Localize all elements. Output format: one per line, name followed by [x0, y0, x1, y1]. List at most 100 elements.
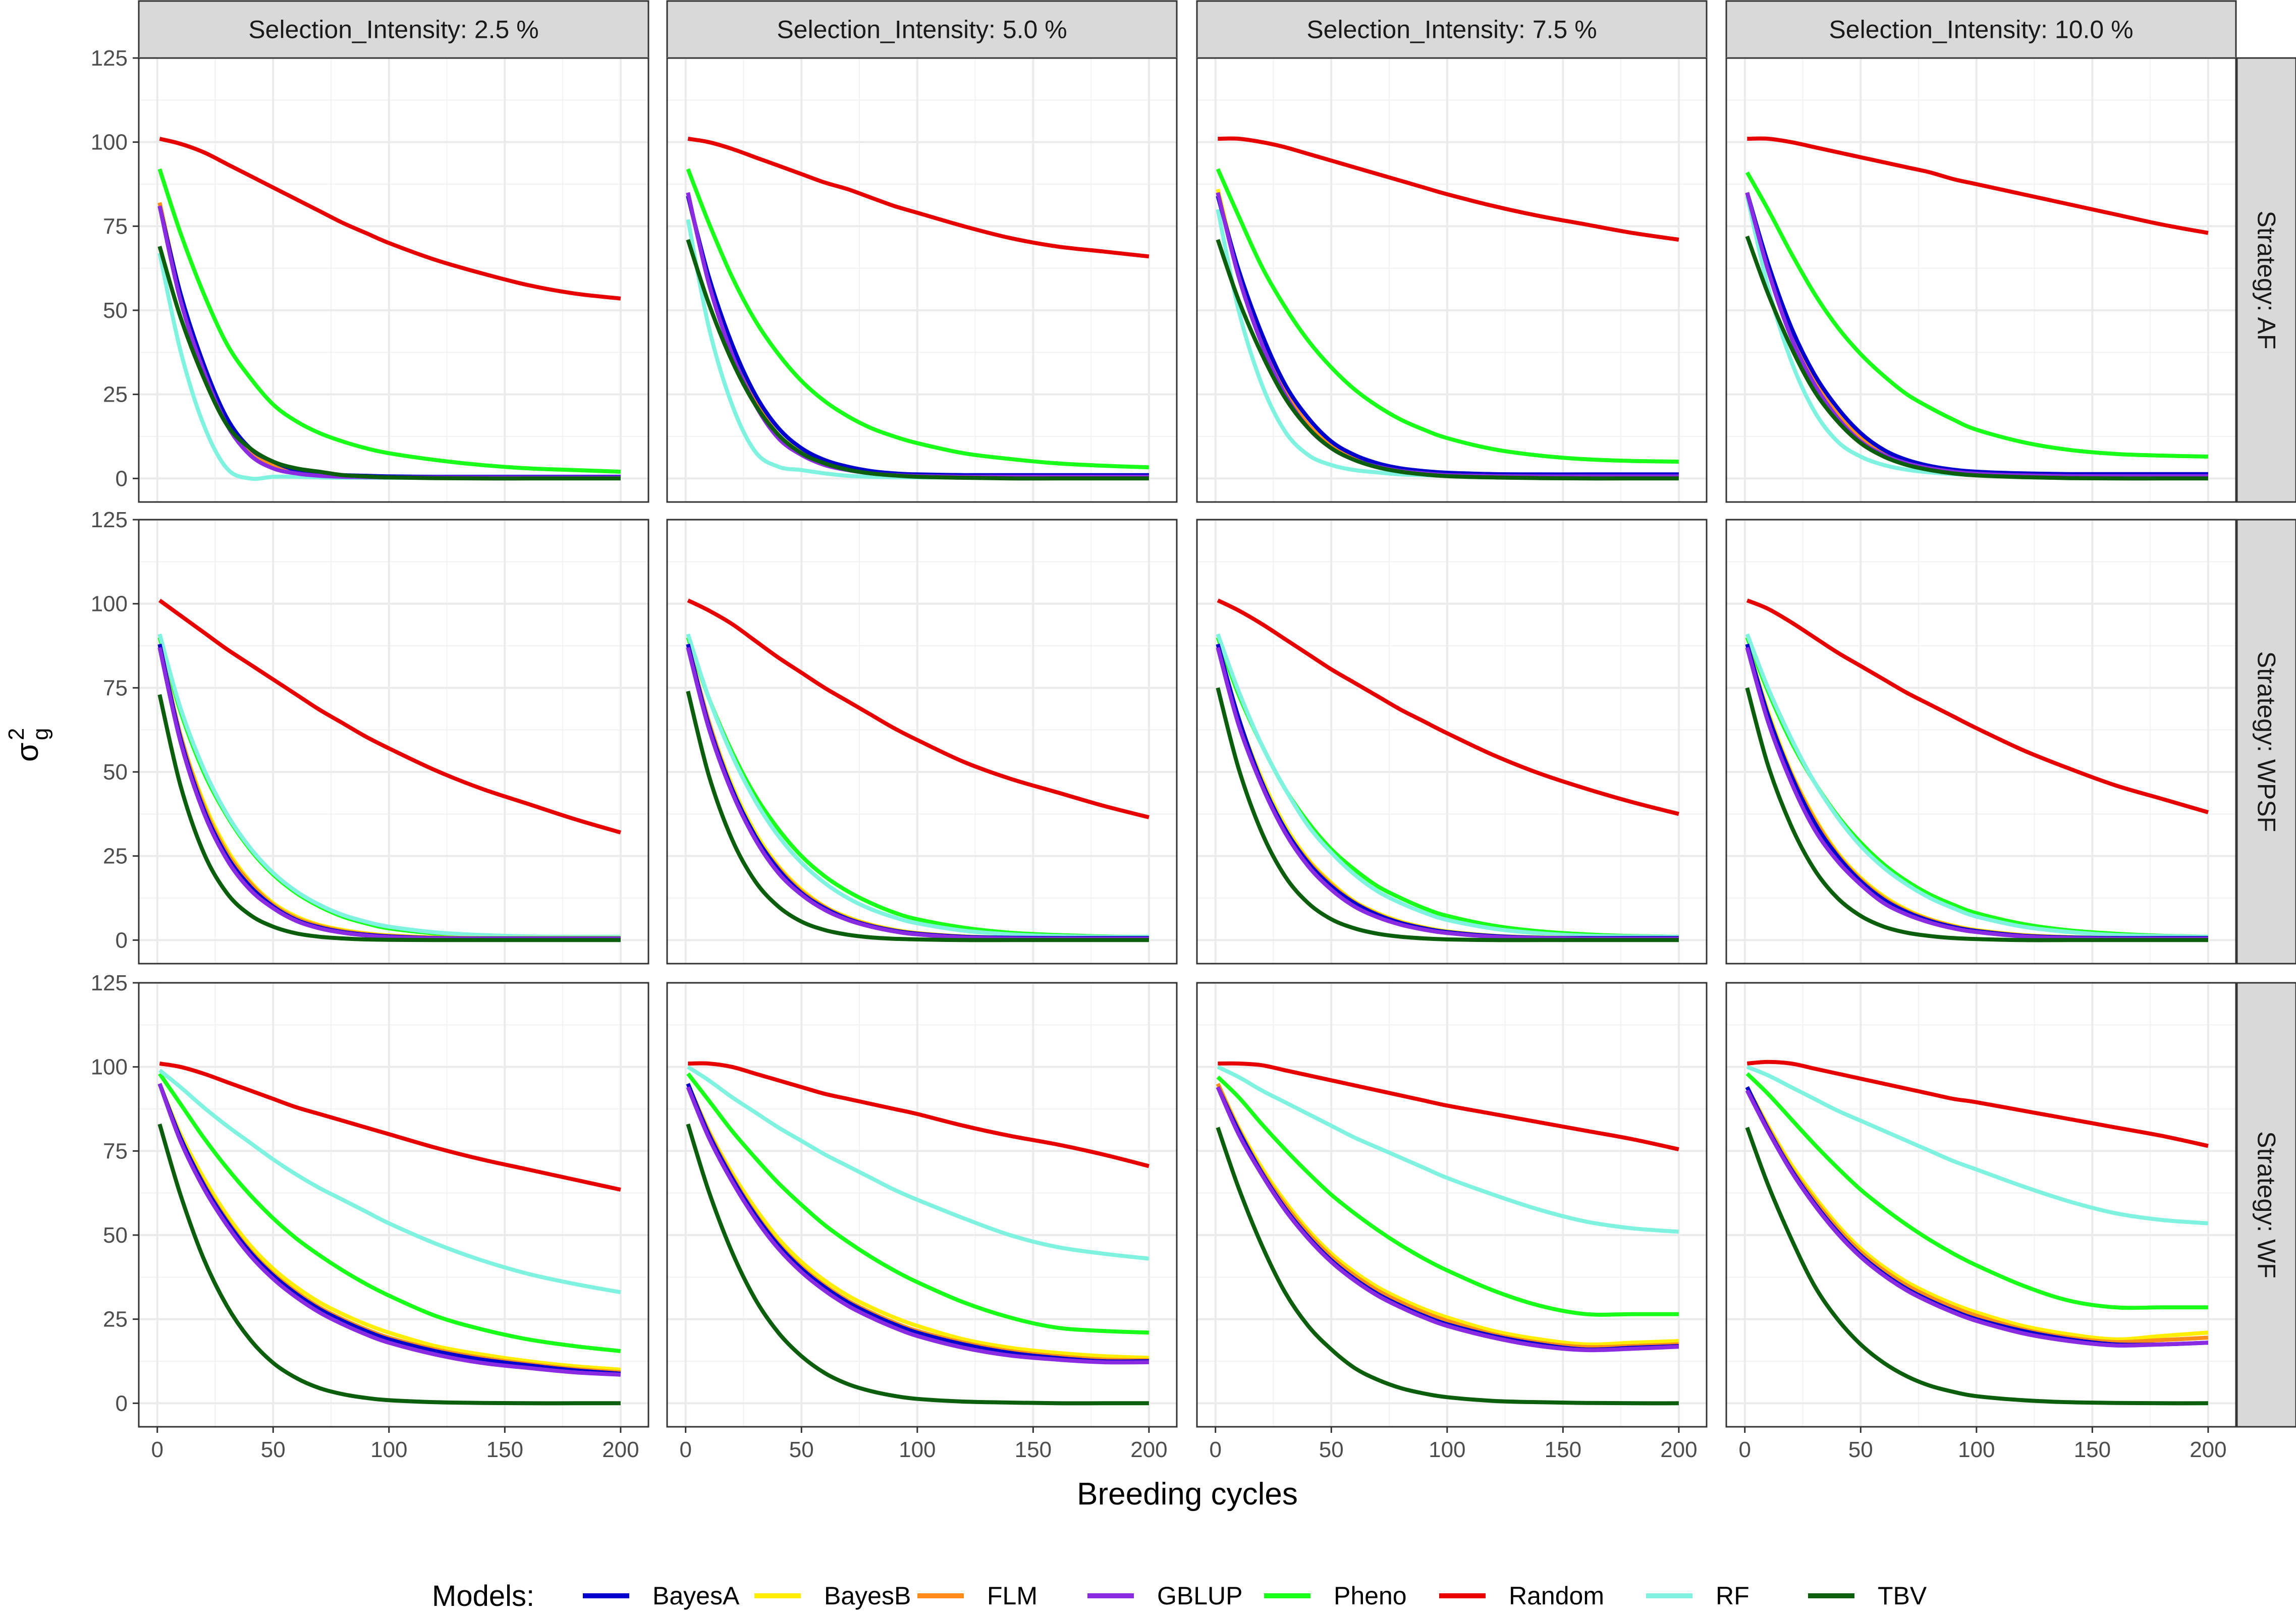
- panel-strategy-af-selection-intensity-7-5: [1196, 57, 1708, 503]
- row-strips: Strategy: AF Strategy: WPSF Strategy: WF: [2236, 57, 2296, 1428]
- legend-label-tbv: TBV: [1878, 1582, 1927, 1610]
- column-strip-background: [666, 0, 1178, 59]
- column-strip-background: [138, 0, 649, 59]
- column-strip-2: Selection_Intensity: 5.0 %: [666, 0, 1178, 59]
- legend-label-pheno: Pheno: [1334, 1582, 1407, 1610]
- series-line-tbv: [1216, 687, 1679, 942]
- column-strip-label: Selection_Intensity: 5.0 %: [777, 16, 1067, 44]
- series-line-pheno: [157, 168, 621, 474]
- series-lines: [686, 1061, 1150, 1406]
- y-tick-label: 125: [91, 508, 128, 532]
- row-strip-background: [2236, 519, 2296, 965]
- y-tick-label: 75: [103, 214, 128, 239]
- panel-strategy-wpsf-selection-intensity-2-5: 0 25 50 75 100 125: [91, 508, 649, 965]
- y-tick-label: 0: [116, 1391, 128, 1416]
- series-lines: [1216, 598, 1679, 942]
- series-line-tbv: [686, 239, 1149, 481]
- x-tick-label: 50: [1848, 1437, 1873, 1462]
- x-axis: 0 50 100 150 200: [1738, 1427, 2227, 1462]
- series-line-tbv: [1745, 1127, 2208, 1406]
- x-tick-label: 50: [1319, 1437, 1344, 1462]
- y-tick-label: 0: [116, 928, 128, 953]
- series-line-random: [1746, 598, 2209, 814]
- x-tick-label: 150: [486, 1437, 523, 1462]
- series-line-tbv: [157, 1123, 621, 1406]
- y-axis-title: σ 2 g: [4, 728, 53, 762]
- x-axis-title: Breeding cycles: [1077, 1477, 1298, 1512]
- series-line-tbv: [157, 694, 621, 942]
- column-strip-4: Selection_Intensity: 10.0 %: [1725, 0, 2237, 59]
- series-line-bayesb: [157, 1083, 621, 1372]
- series-line-rf: [686, 633, 1149, 939]
- panel-background: [139, 983, 648, 1427]
- series-line-tbv: [1216, 239, 1679, 481]
- y-tick-label: 100: [91, 130, 128, 155]
- series-line-random: [159, 1062, 621, 1192]
- series-line-pheno: [1745, 1072, 2208, 1310]
- series-lines: [157, 598, 622, 942]
- x-axis: 0 50 100 150 200: [1209, 1427, 1698, 1462]
- panel-border: [666, 519, 1178, 965]
- column-strip-background: [1725, 0, 2237, 59]
- y-tick-label: 100: [91, 1055, 128, 1080]
- legend-item-bayesb: BayesB: [754, 1582, 911, 1610]
- legend-item-gblup: GBLUP: [1087, 1582, 1243, 1610]
- x-axis: 0 50 100 150 200: [679, 1427, 1168, 1462]
- y-axis-title-symbol: σ: [10, 743, 45, 762]
- y-tick-label: 25: [103, 382, 128, 407]
- panel-border: [1196, 982, 1708, 1428]
- panel-border: [138, 57, 649, 503]
- series-line-rf: [1745, 633, 2208, 939]
- legend: Models: BayesA BayesB FLM GBLUP Pheno Random R…: [432, 1580, 1927, 1612]
- series-line-gblup: [1216, 1086, 1679, 1353]
- row-strip-background: [2236, 982, 2296, 1428]
- y-tick-label: 100: [91, 592, 128, 617]
- series-line-tbv: [686, 1123, 1149, 1406]
- column-strip-background: [1196, 0, 1708, 59]
- series-line-random: [687, 598, 1150, 819]
- panel-border: [138, 982, 649, 1428]
- panel-strategy-wf-selection-intensity-5-0: 0 50 100 150 200: [666, 982, 1178, 1462]
- panel-background: [1726, 983, 2236, 1427]
- legend-label-bayesa: BayesA: [652, 1582, 740, 1610]
- panel-border: [138, 519, 649, 965]
- panel-strategy-wf-selection-intensity-2-5: 0 25 50 75 100 125 0 50 100 150 200: [91, 971, 649, 1462]
- x-tick-label: 200: [602, 1437, 639, 1462]
- x-tick-label: 0: [679, 1437, 691, 1462]
- legend-label-gblup: GBLUP: [1157, 1582, 1243, 1610]
- series-line-random: [1746, 1060, 2209, 1148]
- legend-item-pheno: Pheno: [1264, 1582, 1407, 1610]
- legend-item-flm: FLM: [917, 1582, 1037, 1610]
- series-line-gblup: [686, 1086, 1149, 1365]
- y-axis-title-subscript: g: [28, 728, 53, 740]
- legend-label-bayesb: BayesB: [824, 1582, 911, 1610]
- panel-background: [139, 58, 648, 502]
- y-axis: 0 25 50 75 100 125: [91, 971, 139, 1416]
- series-line-rf: [157, 633, 621, 939]
- x-tick-label: 100: [1429, 1437, 1465, 1462]
- panel-strategy-af-selection-intensity-10-0: [1725, 57, 2237, 503]
- x-tick-label: 150: [2074, 1437, 2111, 1462]
- row-strip-label: Strategy: WPSF: [2253, 651, 2281, 832]
- panel-border: [666, 57, 1178, 503]
- panel-border: [1196, 57, 1708, 503]
- series-lines: [686, 137, 1150, 481]
- panel-background: [1726, 58, 2236, 502]
- series-line-pheno: [1216, 1075, 1679, 1317]
- y-axis: 0 25 50 75 100 125: [91, 508, 139, 953]
- x-tick-label: 150: [1015, 1437, 1052, 1462]
- panel-border: [666, 982, 1178, 1428]
- column-strip-1: Selection_Intensity: 2.5 %: [138, 0, 649, 59]
- legend-item-rf: RF: [1646, 1582, 1750, 1610]
- panel-strategy-wf-selection-intensity-7-5: 0 50 100 150 200: [1196, 982, 1708, 1462]
- panel-border: [1725, 519, 2237, 965]
- series-line-rf: [158, 1069, 621, 1295]
- panel-background: [1197, 520, 1707, 964]
- series-line-tbv: [157, 246, 621, 481]
- series-lines: [157, 1062, 621, 1406]
- x-tick-label: 0: [1209, 1437, 1221, 1462]
- series-line-pheno: [686, 168, 1150, 470]
- column-strip-label: Selection_Intensity: 2.5 %: [248, 16, 538, 44]
- panel-strategy-af-selection-intensity-5-0: [666, 57, 1178, 503]
- series-lines: [1745, 136, 2209, 481]
